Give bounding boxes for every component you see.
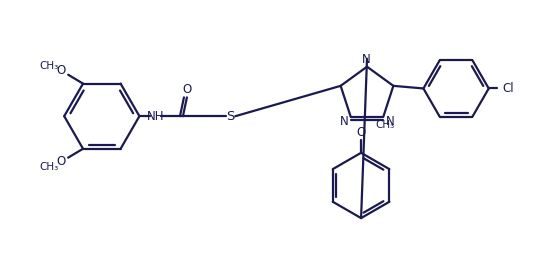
Text: O: O xyxy=(57,155,66,168)
Text: N: N xyxy=(340,115,348,128)
Text: Cl: Cl xyxy=(503,82,514,95)
Text: N: N xyxy=(362,53,370,66)
Text: CH₃: CH₃ xyxy=(375,120,394,130)
Text: N: N xyxy=(386,115,394,128)
Text: O: O xyxy=(357,126,366,139)
Text: NH: NH xyxy=(147,110,164,123)
Text: S: S xyxy=(226,110,235,123)
Text: O: O xyxy=(57,64,66,77)
Text: CH₃: CH₃ xyxy=(40,161,59,172)
Text: CH₃: CH₃ xyxy=(40,61,59,71)
Text: O: O xyxy=(182,83,191,96)
